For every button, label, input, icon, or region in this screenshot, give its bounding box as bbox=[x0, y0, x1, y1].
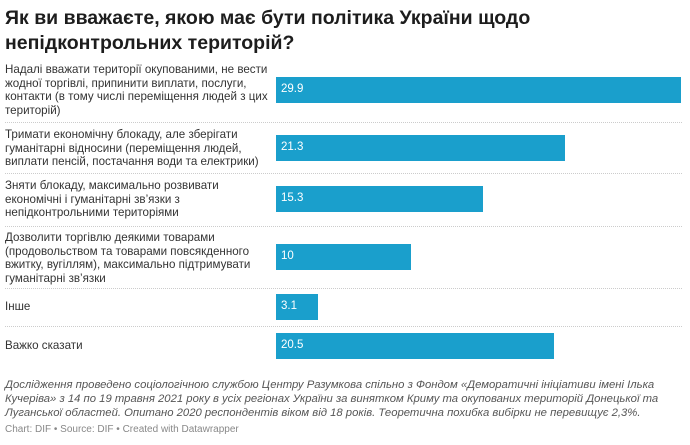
category-label: Дозволити торгівлю деякими товарами (про… bbox=[5, 231, 251, 285]
value-label: 15.3 bbox=[281, 192, 304, 204]
value-label: 3.1 bbox=[281, 300, 297, 312]
row-separator bbox=[5, 122, 682, 123]
value-label: 29.9 bbox=[281, 83, 304, 95]
category-label: Тримати економічну блокаду, але зберігат… bbox=[5, 128, 259, 169]
chart-notes: Дослідження проведено соціологічною служ… bbox=[5, 379, 659, 419]
chart-title: Як ви вважаєте, якою має бути політика У… bbox=[5, 7, 531, 54]
value-label: 21.3 bbox=[281, 141, 304, 153]
bar: 29.9 bbox=[276, 77, 681, 103]
row-separator bbox=[5, 226, 682, 227]
category-label: Надалі вважати території окупованими, не… bbox=[5, 63, 268, 117]
chart-byline: Chart: DIF • Source: DIF • Created with … bbox=[5, 424, 239, 435]
category-label: Інше bbox=[5, 300, 31, 313]
bar: 3.1 bbox=[276, 294, 318, 320]
bar: 20.5 bbox=[276, 333, 554, 359]
row-separator bbox=[5, 326, 682, 327]
value-label: 10 bbox=[281, 250, 294, 262]
bar: 21.3 bbox=[276, 135, 565, 161]
category-label: Зняти блокаду, максимально розвивати еко… bbox=[5, 179, 219, 220]
bar: 10 bbox=[276, 244, 412, 270]
bar: 15.3 bbox=[276, 186, 484, 212]
category-label: Важко сказати bbox=[5, 339, 83, 352]
row-separator bbox=[5, 173, 682, 174]
value-label: 20.5 bbox=[281, 339, 304, 351]
row-separator bbox=[5, 288, 682, 289]
